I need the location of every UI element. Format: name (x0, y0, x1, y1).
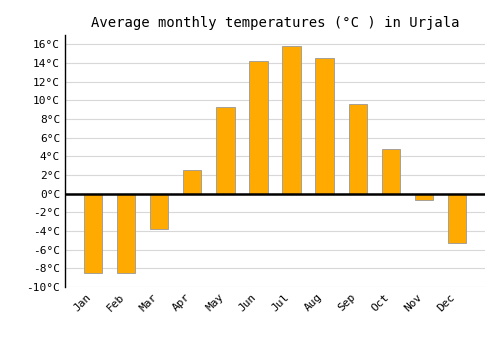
Bar (414, 194, 433, 200)
Bar (150, 194, 169, 229)
Bar (348, 104, 366, 194)
Bar (316, 58, 334, 194)
Bar (84, 194, 102, 273)
Title: Average monthly temperatures (°C ) in Urjala: Average monthly temperatures (°C ) in Ur… (91, 16, 459, 30)
Bar (382, 149, 400, 194)
Bar (117, 194, 136, 273)
Bar (448, 194, 466, 243)
Bar (282, 46, 300, 194)
Bar (184, 170, 202, 194)
Bar (250, 61, 268, 194)
Bar (216, 107, 234, 194)
